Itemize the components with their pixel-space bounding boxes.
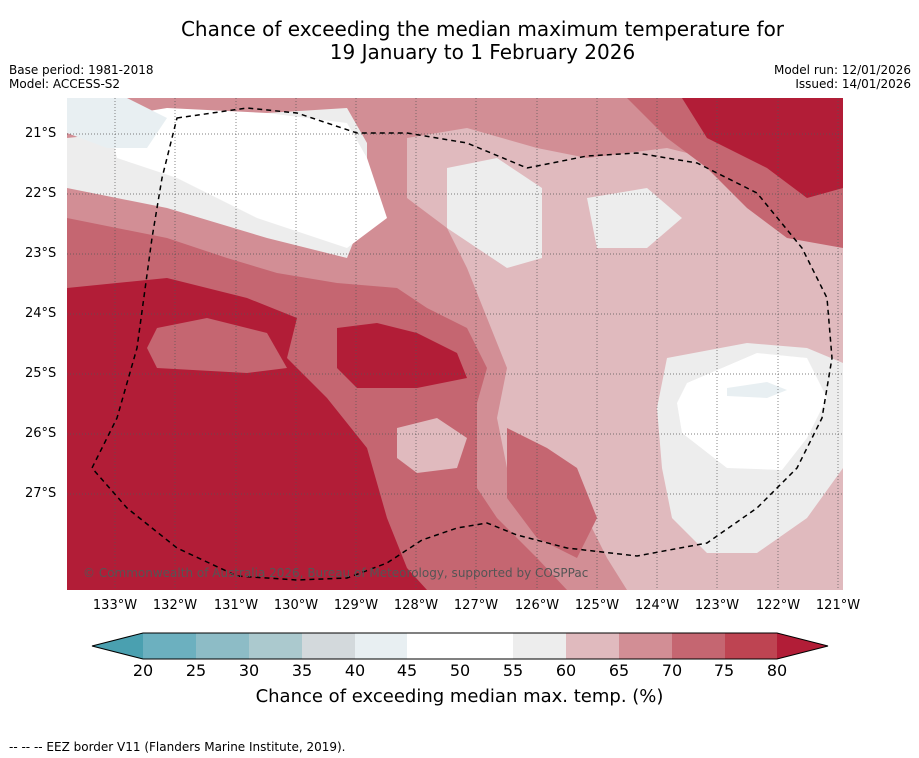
colorbar-tick-60: 60 [555,661,577,680]
lon-label-133w: 133°W [92,598,138,613]
model-name: Model: ACCESS-S2 [9,77,121,91]
colorbar-arrow-high [777,633,828,659]
eez-footnote: -- -- -- EEZ border V11 (Flanders Marine… [9,740,346,754]
colorbar-segment-30-35 [249,633,302,659]
probability-map [67,98,843,590]
band-55-60-north-east [587,188,682,248]
band-above-80-north-east [682,98,843,198]
lon-label-122w: 122°W [755,598,801,613]
band-50-55-north-west [107,108,387,248]
colorbar-segment-70-75 [672,633,725,659]
eez-border-line [91,107,833,581]
copyright-notice: © Commonwealth of Australia 2026, Bureau… [83,566,589,580]
colorbar-segment-60-65 [566,633,619,659]
band-55-60-north [447,158,542,268]
colorbar-tick-80: 80 [766,661,788,680]
lon-label-126w: 126°W [514,598,560,613]
colorbar-arrow-low [92,633,143,659]
band-40-45-north-west [67,98,167,148]
band-75-80-inner-west [147,318,287,373]
colorbar-tick-30: 30 [238,661,260,680]
lon-label-130w: 130°W [273,598,319,613]
lon-label-131w: 131°W [213,598,259,613]
colorbar-segment-35-40 [302,633,355,659]
band-50-55-south-east [677,353,827,470]
lat-label-26s: 26°S [25,426,57,441]
colorbar-tick-25: 25 [185,661,207,680]
colorbar-segment-75-80 [725,633,777,659]
band-75-80-south-central [507,428,597,558]
meta-left: Base period: 1981-2018 Model: ACCESS-S2 [9,63,154,91]
issued-date: Issued: 14/01/2026 [795,77,911,91]
lon-label-128w: 128°W [393,598,439,613]
base-period: Base period: 1981-2018 [9,63,154,77]
colorbar-tick-55: 55 [502,661,524,680]
lat-label-27s: 27°S [25,486,57,501]
colorbar-segment-65-70 [619,633,672,659]
lat-label-23s: 23°S [25,246,57,261]
colorbar-title: Chance of exceeding median max. temp. (%… [255,686,664,707]
lon-label-125w: 125°W [574,598,620,613]
graticule [67,98,843,590]
colorbar-outline [91,632,829,660]
lon-label-127w: 127°W [453,598,499,613]
colorbar-segment-55-60 [513,633,566,659]
colorbar-tick-70: 70 [661,661,683,680]
colorbar [91,632,829,660]
colorbar-segment-45-50 [407,633,460,659]
lon-label-129w: 129°W [333,598,379,613]
band-40-45-south-east [727,382,787,398]
lat-label-25s: 25°S [25,366,57,381]
colorbar-tick-40: 40 [344,661,366,680]
colorbar-segment-25-30 [196,633,249,659]
map-panel [67,98,843,590]
title-line-2: 19 January to 1 February 2026 [329,40,636,64]
lat-label-21s: 21°S [25,126,57,141]
colorbar-segment-50-55 [460,633,513,659]
band-60-65-south-central [397,418,467,473]
lon-label-132w: 132°W [152,598,198,613]
lon-label-121w: 121°W [815,598,861,613]
lat-label-22s: 22°S [25,186,57,201]
colorbar-tick-75: 75 [713,661,735,680]
band-above-80-central [337,323,467,388]
title-line-1: Chance of exceeding the median maximum t… [180,17,785,41]
lon-label-123w: 123°W [694,598,740,613]
colorbar-tick-35: 35 [291,661,313,680]
colorbar-tick-65: 65 [608,661,630,680]
model-run: Model run: 12/01/2026 [773,63,911,77]
colorbar-tick-45: 45 [396,661,418,680]
colorbar-tick-20: 20 [132,661,154,680]
colorbar-segment-20-25 [143,633,196,659]
map-title: Chance of exceeding the median maximum t… [0,18,919,64]
lon-label-124w: 124°W [634,598,680,613]
colorbar-segment-40-45 [355,633,407,659]
colorbar-tick-50: 50 [449,661,471,680]
lat-label-24s: 24°S [25,306,57,321]
meta-right: Model run: 12/01/2026 Issued: 14/01/2026 [774,63,911,91]
